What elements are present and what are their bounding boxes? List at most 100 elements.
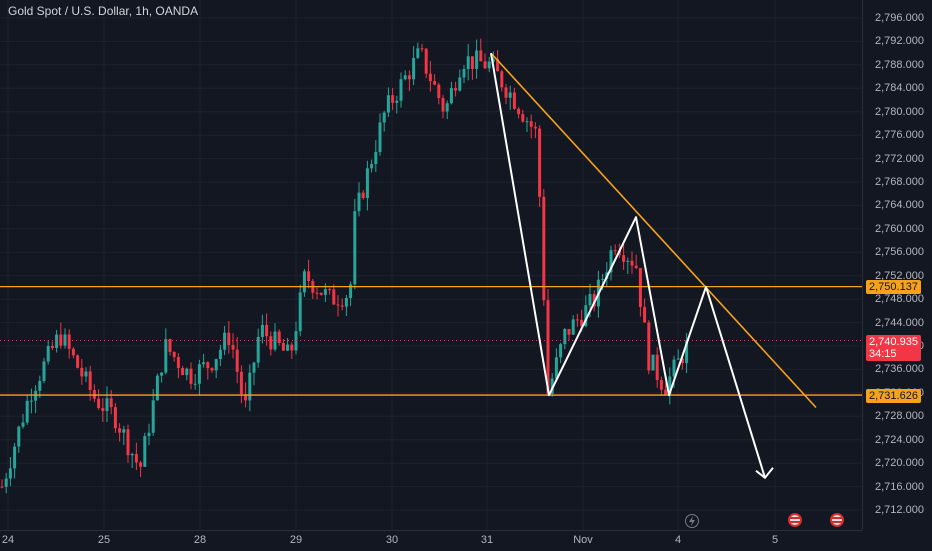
candle-body — [265, 324, 269, 337]
candle-body — [168, 339, 172, 352]
candle-body — [206, 362, 210, 369]
candle-body — [147, 432, 151, 437]
price-tick-label: 2,796.000 — [875, 12, 924, 24]
price-tick-label: 2,728.000 — [875, 410, 924, 423]
candle-body — [437, 84, 441, 99]
candle-body — [197, 364, 201, 384]
time-scale[interactable]: 24 25 28 29 30 31 Nov 4 5 — [0, 530, 862, 551]
price-scale[interactable]: 2,796.000 2,792.000 2,788.000 2,784.000 2,78… — [862, 0, 932, 530]
candle-body — [454, 88, 458, 91]
candle-body — [323, 289, 327, 295]
candle-body — [445, 103, 449, 112]
time-tick-label: 24 — [1, 534, 15, 546]
candle-body — [336, 304, 340, 306]
candle-body — [298, 292, 302, 332]
candle-body — [50, 345, 54, 349]
price-tick-label: 2,772.000 — [875, 152, 924, 165]
arrow-head-icon — [755, 467, 774, 480]
candle-body — [34, 390, 38, 401]
candle-body — [193, 383, 197, 385]
candle-body — [239, 371, 243, 395]
candle-body — [567, 328, 571, 335]
symbol-title[interactable]: Gold Spot / U.S. Dollar, 1h, OANDA — [8, 4, 199, 18]
candle-body — [101, 408, 105, 411]
candle-body — [487, 61, 491, 69]
candle-body — [550, 378, 554, 394]
candle-body — [479, 50, 483, 62]
candle-body — [218, 349, 222, 360]
candle-body — [307, 271, 311, 282]
candle-body — [638, 267, 642, 307]
candle-body — [403, 75, 407, 80]
candle-body — [378, 122, 382, 153]
candle-body — [361, 192, 365, 199]
candle-body — [223, 332, 227, 350]
candle-body — [575, 319, 579, 321]
candle-body — [416, 48, 420, 58]
chart-area[interactable] — [0, 0, 862, 530]
candle-body — [42, 361, 46, 382]
price-tick-label: 2,792.000 — [875, 35, 924, 48]
candle-body — [231, 344, 235, 350]
candle-body — [554, 357, 558, 379]
price-tick-label: 2,768.000 — [875, 176, 924, 188]
candle-body — [491, 59, 495, 62]
price-tick-label: 2,756.000 — [875, 246, 924, 259]
candle-body — [391, 95, 395, 103]
candle-body — [155, 375, 159, 401]
candle-body — [160, 372, 164, 376]
price-chart[interactable] — [0, 0, 862, 530]
candle-body — [71, 348, 75, 356]
flash-icon[interactable] — [685, 514, 699, 528]
candle-body — [584, 305, 588, 327]
price-tick-label: 2,780.000 — [875, 105, 924, 118]
candle-body — [399, 79, 403, 101]
candle-body — [664, 389, 668, 396]
bar-countdown: 34:15 — [869, 348, 897, 360]
candle-body — [433, 81, 437, 85]
time-tick-label: 4 — [674, 534, 682, 546]
candle-body — [67, 334, 71, 349]
candle-body — [139, 462, 143, 467]
candle-body — [328, 289, 332, 291]
candle-body — [277, 331, 281, 344]
candle-body — [365, 168, 369, 199]
candle-body — [370, 164, 374, 169]
candle-body — [185, 368, 189, 376]
candle-body — [559, 344, 563, 358]
price-tick-label: 2,744.000 — [875, 316, 924, 329]
candle-body — [512, 92, 516, 109]
candle-body — [38, 381, 42, 391]
candle-body — [181, 368, 185, 376]
candle-body — [302, 271, 306, 293]
candle-body — [643, 306, 647, 323]
candle-body — [273, 331, 277, 350]
candle-body — [496, 59, 500, 72]
candle-body — [248, 372, 252, 401]
us-flag-icon[interactable] — [830, 513, 844, 527]
candle-body — [588, 294, 592, 306]
candle-body — [84, 371, 88, 377]
candle-body — [164, 339, 168, 373]
candle-body — [508, 92, 512, 98]
candle-body — [521, 114, 525, 122]
candle-body — [609, 250, 613, 273]
candle-body — [227, 332, 231, 345]
candle-body — [428, 73, 432, 82]
price-tick-label: 2,716.000 — [875, 480, 924, 493]
candle-body — [412, 57, 416, 80]
candle-body — [105, 398, 109, 411]
us-flag-icon[interactable] — [788, 513, 802, 527]
candle-body — [172, 351, 176, 358]
candle-body — [525, 121, 529, 123]
candle-body — [466, 56, 470, 70]
candle-body — [8, 468, 12, 479]
candle-body — [97, 398, 101, 409]
current-price-badge: 2,740.935 34:15 — [866, 335, 921, 361]
price-tick-label: 2,776.000 — [875, 129, 924, 142]
price-tick-label: 2,760.000 — [875, 222, 924, 235]
candle-body — [151, 400, 155, 433]
candle-body — [676, 358, 680, 360]
candle-body — [659, 379, 663, 390]
candle-body — [143, 436, 147, 467]
